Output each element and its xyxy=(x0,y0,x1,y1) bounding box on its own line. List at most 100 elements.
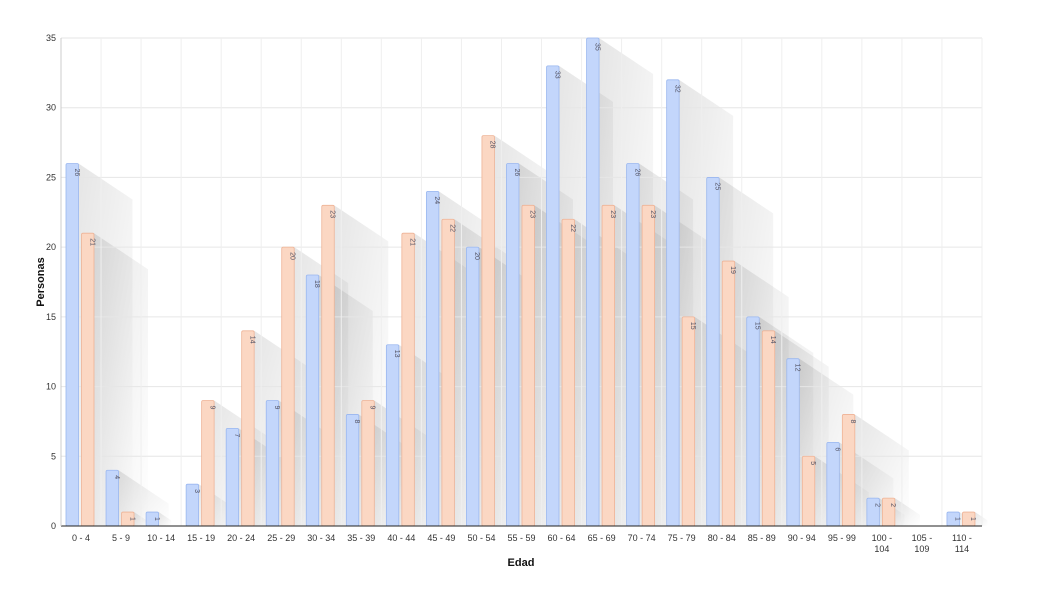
bar-value-label: 18 xyxy=(313,280,320,288)
bar-value-label: 24 xyxy=(433,196,440,204)
bar xyxy=(841,414,856,527)
bar-value-label: 13 xyxy=(393,350,400,358)
bar xyxy=(385,344,400,527)
bar-value-label: 23 xyxy=(649,210,656,218)
bar-value-label: 4 xyxy=(113,475,120,479)
bar-value-label: 20 xyxy=(288,252,295,260)
bar xyxy=(225,427,240,527)
bar-value-label: 25 xyxy=(713,182,720,190)
bar-value-label: 9 xyxy=(208,406,215,410)
bar xyxy=(425,190,440,527)
bar xyxy=(546,65,560,527)
bar xyxy=(801,455,816,527)
x-tick-label: 45 - 49 xyxy=(427,533,455,543)
x-tick-label: 25 - 29 xyxy=(267,533,295,543)
x-tick-label: 70 - 74 xyxy=(628,533,656,543)
bar-value-label: 15 xyxy=(689,322,696,330)
bar xyxy=(641,204,656,527)
bar-value-label: 26 xyxy=(73,168,80,176)
bar xyxy=(321,204,335,527)
bar-value-label: 1 xyxy=(969,517,976,521)
bars: 2641379188132420263335263225151262121191… xyxy=(65,37,976,527)
x-tick-label: 20 - 24 xyxy=(227,533,255,543)
bar-shadow xyxy=(974,512,988,526)
bar-value-label: 9 xyxy=(273,406,280,410)
bar-value-label: 23 xyxy=(329,210,336,218)
bar xyxy=(265,400,280,527)
bar-shadow xyxy=(134,512,147,526)
y-axis-title: Personas xyxy=(35,257,47,307)
x-tick-label: 35 - 39 xyxy=(347,533,375,543)
bar xyxy=(281,246,295,527)
bar-value-label: 8 xyxy=(353,419,360,423)
y-tick-label: 30 xyxy=(46,103,56,113)
bar xyxy=(626,163,640,527)
bar xyxy=(401,232,415,527)
y-tick-label: 25 xyxy=(46,172,56,182)
axes xyxy=(60,38,982,527)
bar-value-label: 33 xyxy=(553,71,560,79)
bar xyxy=(506,163,520,527)
bar xyxy=(201,400,215,527)
x-tick-label: 40 - 44 xyxy=(387,533,415,543)
bar-value-label: 15 xyxy=(753,322,760,330)
x-tick-label: 5 - 9 xyxy=(112,533,130,543)
bar xyxy=(481,135,495,527)
y-tick-label: 15 xyxy=(46,312,56,322)
x-tick-label: 105 -109 xyxy=(912,533,933,554)
x-tick-label: 80 - 84 xyxy=(708,533,736,543)
bar-value-label: 7 xyxy=(233,433,240,437)
bar xyxy=(65,163,79,527)
bar xyxy=(241,330,255,527)
bar-value-label: 22 xyxy=(569,224,576,232)
bar-value-label: 28 xyxy=(489,141,496,149)
bar xyxy=(666,79,680,527)
bar-value-label: 23 xyxy=(609,210,616,218)
bar xyxy=(441,218,455,527)
x-tick-label: 60 - 64 xyxy=(548,533,576,543)
bar-value-label: 8 xyxy=(849,419,856,423)
bar xyxy=(361,400,375,527)
bar xyxy=(761,330,776,527)
x-tick-label: 75 - 79 xyxy=(668,533,696,543)
bar-shadow xyxy=(158,512,172,526)
x-tick-label: 85 - 89 xyxy=(748,533,776,543)
bar-shadow xyxy=(94,233,148,526)
y-tick-label: 10 xyxy=(46,382,56,392)
x-tick-label: 65 - 69 xyxy=(588,533,616,543)
bar-value-label: 26 xyxy=(633,168,640,176)
x-tick-label: 55 - 59 xyxy=(507,533,535,543)
y-tick-label: 5 xyxy=(51,451,56,461)
bar xyxy=(721,260,736,527)
x-tick-label: 90 - 94 xyxy=(788,533,816,543)
bar xyxy=(681,316,696,527)
bar-value-label: 1 xyxy=(128,517,135,521)
bar xyxy=(826,441,840,527)
bar-value-label: 5 xyxy=(809,461,816,465)
x-tick-label: 110 -114 xyxy=(952,533,972,554)
bar-value-label: 21 xyxy=(88,238,95,246)
bar-value-label: 20 xyxy=(473,252,480,260)
x-tick-label: 50 - 54 xyxy=(467,533,495,543)
bar xyxy=(81,232,95,527)
bar-value-label: 14 xyxy=(769,336,776,344)
bar xyxy=(586,37,600,527)
bar-value-label: 22 xyxy=(449,224,456,232)
x-tick-label: 0 - 4 xyxy=(72,533,90,543)
bar-value-label: 26 xyxy=(513,168,520,176)
bar-value-label: 9 xyxy=(369,406,376,410)
bar xyxy=(601,204,615,527)
bar xyxy=(706,177,720,527)
x-tick-label: 10 - 14 xyxy=(147,533,175,543)
bar xyxy=(746,316,760,527)
bar xyxy=(466,246,480,527)
x-tick-label: 15 - 19 xyxy=(187,533,215,543)
bar-value-label: 23 xyxy=(529,210,536,218)
bar-value-label: 1 xyxy=(954,517,961,521)
x-tick-label: 100 -104 xyxy=(872,533,893,554)
bar-value-label: 1 xyxy=(153,517,160,521)
bar-value-label: 12 xyxy=(794,364,801,372)
